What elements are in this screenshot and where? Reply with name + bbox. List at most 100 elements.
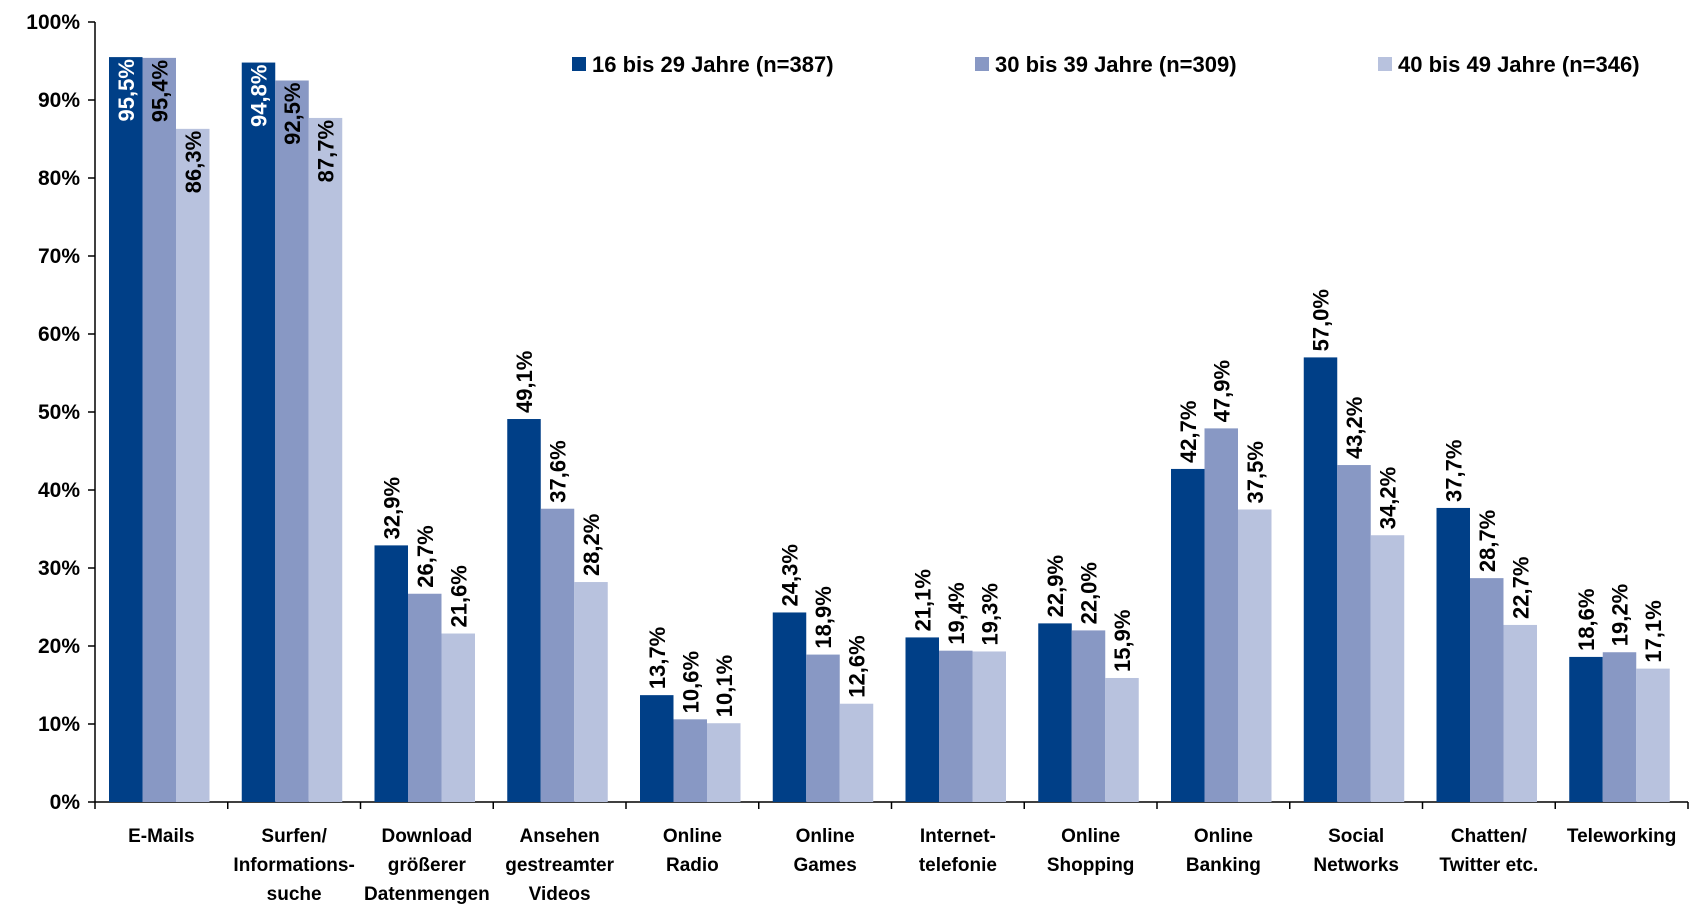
bar: [241, 62, 276, 803]
bar: [308, 117, 343, 802]
bar: [1204, 428, 1238, 802]
x-category-label: E-Mails: [128, 826, 195, 847]
data-label: 94,8%: [247, 65, 272, 127]
data-label: 18,6%: [1574, 589, 1599, 651]
bar: [441, 633, 475, 802]
data-label: 32,9%: [379, 477, 404, 539]
data-label: 10,6%: [678, 651, 703, 713]
bar: [574, 582, 608, 802]
x-category-label: Internet-telefonie: [919, 826, 997, 876]
data-label: 49,1%: [512, 351, 537, 413]
bar: [1636, 668, 1670, 802]
data-label: 22,7%: [1508, 557, 1533, 619]
data-label: 28,7%: [1475, 510, 1500, 572]
data-label: 21,1%: [910, 569, 935, 631]
legend: 16 bis 29 Jahre (n=387) 30 bis 39 Jahre (…: [572, 52, 1640, 77]
bar: [640, 695, 674, 802]
data-label: 28,2%: [579, 514, 604, 576]
legend-label: 40 bis 49 Jahre (n=346): [1398, 52, 1640, 77]
data-label: 26,7%: [413, 525, 438, 587]
data-label: 95,5%: [114, 59, 139, 121]
data-label: 17,1%: [1641, 600, 1666, 662]
data-label: 22,9%: [1043, 555, 1068, 617]
data-label: 95,4%: [147, 60, 172, 122]
bar: [540, 508, 575, 802]
bar: [1038, 623, 1072, 802]
bar: [1337, 465, 1371, 802]
bar: [408, 593, 442, 802]
x-category-label: Online Games: [793, 826, 856, 876]
data-label: 10,1%: [712, 655, 737, 717]
data-label: 19,4%: [944, 582, 969, 644]
y-tick-label: 60%: [38, 323, 80, 346]
legend-swatch: [1378, 57, 1392, 71]
data-labels: 95,5% 95,4% 86,3% 94,8% 92,5% 87,7% 32,9% 26,7%…: [114, 59, 1666, 717]
bar: [806, 654, 840, 802]
y-tick-label: 70%: [38, 245, 80, 268]
bar: [1436, 507, 1470, 802]
x-category-label: Online Shopping: [1047, 826, 1135, 876]
data-label: 18,9%: [811, 586, 836, 648]
legend-swatch: [975, 57, 989, 71]
data-label: 37,7%: [1441, 440, 1466, 502]
data-label: 19,2%: [1608, 584, 1633, 646]
bar: [142, 57, 176, 802]
bar: [507, 419, 541, 802]
data-label: 47,9%: [1209, 360, 1234, 422]
y-tick-label: 40%: [38, 479, 80, 502]
y-tick-label: 30%: [38, 557, 80, 580]
data-label: 87,7%: [314, 120, 339, 182]
y-tick-label: 10%: [38, 713, 80, 736]
y-tick-label: 0%: [50, 791, 81, 814]
y-tick-label: 50%: [38, 401, 80, 424]
legend-swatch: [572, 57, 586, 71]
legend-label: 30 bis 39 Jahre (n=309): [995, 52, 1237, 77]
data-label: 86,3%: [181, 131, 206, 193]
data-label: 24,3%: [778, 544, 803, 606]
x-category-label: Teleworking: [1567, 826, 1676, 847]
data-label: 92,5%: [280, 83, 305, 145]
data-label: 43,2%: [1342, 397, 1367, 459]
y-tick-label: 80%: [38, 167, 80, 190]
x-category-label: Ansehen gestreamter Videos: [505, 826, 614, 905]
bar: [905, 637, 939, 802]
bar: [707, 723, 741, 802]
bar: [1303, 357, 1338, 802]
x-category-label: Social Networks: [1313, 826, 1399, 876]
data-label: 12,6%: [845, 635, 870, 697]
y-tick-label: 90%: [38, 89, 80, 112]
bar: [1171, 468, 1205, 802]
data-label: 19,3%: [977, 583, 1002, 645]
data-label: 57,0%: [1309, 289, 1334, 351]
x-category-label: Surfen/Informations-suche: [233, 826, 354, 905]
bar: [972, 651, 1006, 802]
data-label: 37,5%: [1243, 441, 1268, 503]
x-category-label: Online Banking: [1186, 826, 1261, 876]
bar: [1238, 509, 1272, 802]
bar: [1503, 624, 1537, 802]
bar: [1071, 630, 1106, 802]
data-label: 37,6%: [546, 440, 571, 502]
x-axis: E-Mails Surfen/Informations-sucheDownload…: [94, 801, 1689, 905]
bar: [1470, 578, 1504, 802]
data-label: 13,7%: [645, 627, 670, 689]
bars: [109, 57, 1670, 803]
data-label: 22,0%: [1077, 562, 1102, 624]
data-label: 42,7%: [1176, 401, 1201, 463]
bar: [673, 719, 707, 802]
bar: [176, 128, 210, 803]
bar: [1370, 535, 1405, 802]
data-label: 15,9%: [1110, 610, 1135, 672]
data-label: 34,2%: [1376, 467, 1401, 529]
bar: [1569, 656, 1603, 802]
data-label: 21,6%: [446, 565, 471, 627]
bar: [275, 80, 309, 802]
y-tick-label: 20%: [38, 635, 80, 658]
y-tick-label: 100%: [26, 11, 80, 34]
bar: [1105, 677, 1139, 802]
bar: [939, 650, 973, 802]
x-category-label: Download größerer Datenmengen: [364, 826, 490, 905]
legend-label: 16 bis 29 Jahre (n=387): [592, 52, 834, 77]
bar: [839, 703, 874, 802]
